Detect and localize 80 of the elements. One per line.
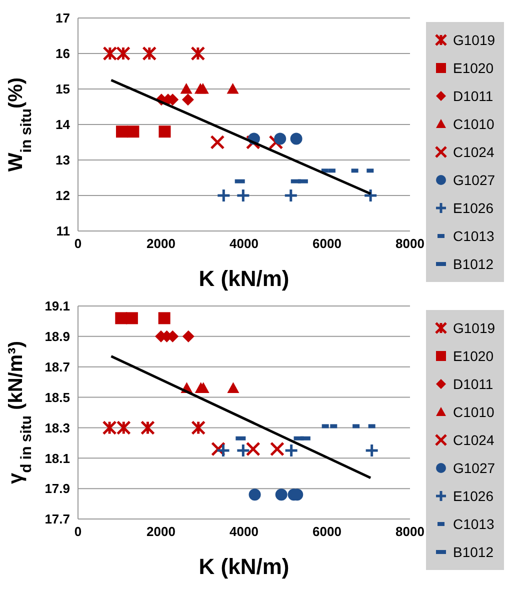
point [115, 312, 128, 324]
point [126, 312, 138, 324]
legend-label: C1010 [453, 404, 494, 420]
point [102, 46, 118, 61]
point [116, 126, 128, 138]
y-tick-label: 17.7 [44, 512, 70, 527]
x-tick-label: 4000 [230, 236, 258, 252]
legend-label: G1027 [453, 172, 496, 188]
point [102, 420, 117, 435]
x-tick-label: 6000 [312, 236, 342, 252]
point [190, 46, 206, 61]
point [236, 188, 250, 203]
point [248, 488, 261, 501]
point [180, 83, 192, 94]
y-tick-label: 18.7 [44, 359, 70, 374]
y-tick-label: 16 [56, 46, 70, 62]
point [127, 126, 140, 138]
point [216, 443, 230, 458]
y-tick-label: 12 [56, 188, 70, 204]
point [284, 443, 299, 458]
x-tick-label: 0 [74, 524, 82, 540]
x-tick-label: 8000 [396, 524, 424, 540]
legend-label: C1024 [453, 432, 494, 448]
y-tick-label: 14 [56, 117, 71, 132]
y-tick-label: 17 [56, 10, 70, 26]
point [290, 132, 302, 145]
legend-label: E1026 [453, 200, 494, 216]
legend-label: G1019 [453, 32, 496, 48]
point [140, 420, 155, 435]
legend-label: D1011 [453, 376, 494, 392]
y-tick-label: 15 [56, 82, 70, 97]
point [364, 443, 380, 458]
legend-label: C1024 [453, 144, 494, 160]
x-tick-label: 2000 [146, 524, 176, 540]
legend-label: D1011 [453, 88, 494, 104]
legend-label: C1013 [453, 228, 494, 244]
point [226, 83, 239, 94]
legend-label: B1012 [453, 256, 494, 272]
legend-label: G1027 [453, 460, 496, 476]
x-tick-label: 4000 [230, 524, 258, 540]
point [246, 442, 260, 456]
legend-label: G1019 [453, 320, 496, 336]
point [227, 382, 240, 393]
x-tick-label: 2000 [146, 236, 176, 252]
legend-label: E1020 [453, 60, 494, 76]
point [363, 188, 378, 203]
point [216, 188, 231, 203]
point [158, 312, 170, 324]
y-tick-label: 17.9 [44, 481, 70, 496]
point [191, 420, 206, 435]
point [210, 135, 225, 150]
legend-label: C1010 [453, 116, 494, 132]
point [158, 126, 171, 138]
point [182, 330, 194, 342]
x-tick-label: 6000 [312, 524, 342, 540]
y-tick-label: 13 [56, 152, 70, 168]
y-tick-label: 18.9 [44, 329, 70, 344]
y-tick-label: 18.1 [44, 450, 70, 466]
point [142, 46, 157, 61]
x-tick-label: 8000 [396, 236, 424, 252]
point [116, 420, 131, 435]
point [275, 488, 288, 501]
legend-label: E1026 [453, 488, 494, 504]
y-tick-label: 18.3 [44, 420, 70, 436]
point [270, 442, 284, 456]
point [274, 132, 286, 145]
x-axis-title: K (kN/m) [198, 266, 290, 291]
legend-label: C1013 [453, 516, 494, 532]
y-tick-label: 18.5 [44, 390, 70, 405]
point [284, 188, 298, 203]
x-tick-label: 0 [74, 236, 82, 252]
point [182, 94, 194, 106]
legend-label: B1012 [453, 544, 494, 560]
point [236, 443, 250, 458]
point [196, 83, 209, 94]
x-axis-title: K (kN/m) [198, 554, 290, 579]
point [116, 46, 130, 61]
y-tick-label: 11 [56, 224, 70, 239]
y-tick-label: 19.1 [44, 298, 70, 314]
legend-label: E1020 [453, 348, 494, 364]
